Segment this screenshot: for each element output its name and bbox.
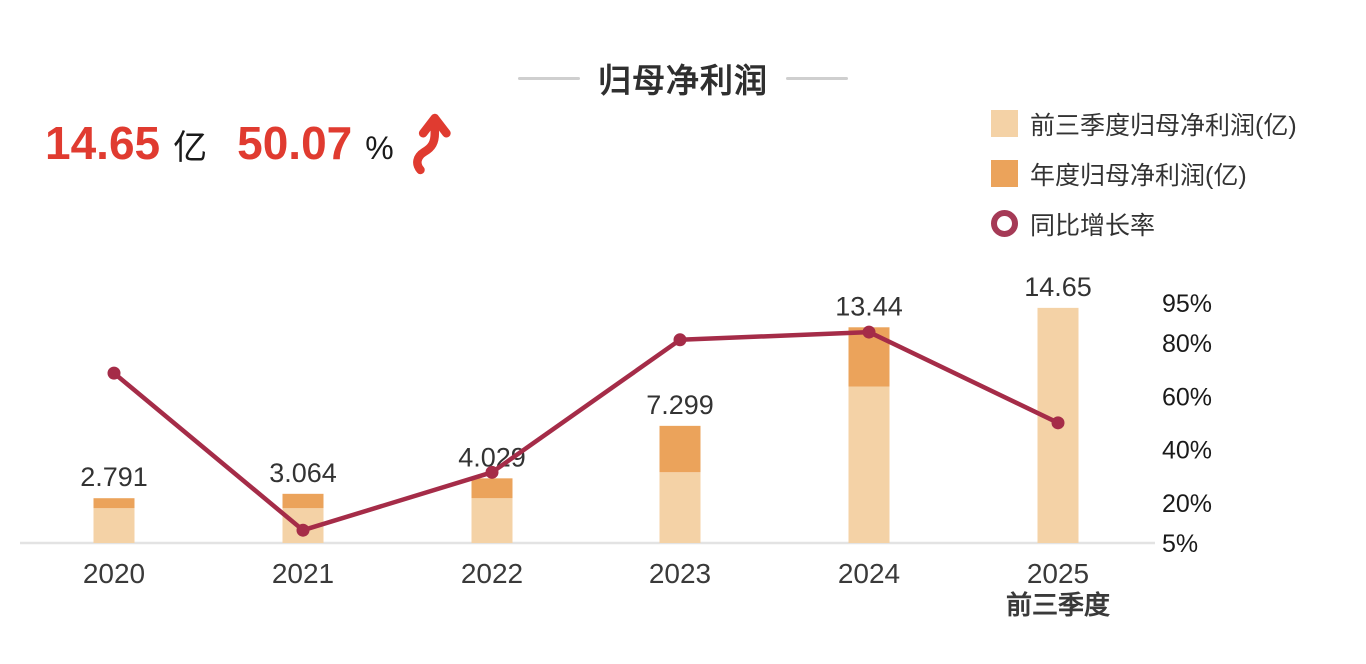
growth-point-2022 xyxy=(485,465,499,479)
bar-annual-2020 xyxy=(93,498,135,509)
legend-item-1: 年度归母净利润(亿) xyxy=(991,159,1297,190)
growth-line xyxy=(111,329,1061,533)
x-axis-label-2023: 2023 xyxy=(649,558,711,589)
bar-value-label-2020: 2.791 xyxy=(80,462,148,492)
page-title: 归母净利润 xyxy=(598,62,768,99)
x-axis-label-2022: 2022 xyxy=(461,558,523,589)
right-axis-tick-95%: 95% xyxy=(1162,290,1212,318)
chart-title-row: 归母净利润 xyxy=(0,58,1366,99)
right-axis-tick-20%: 20% xyxy=(1162,490,1212,518)
growth-point-2021 xyxy=(296,523,310,537)
bar-q3-2022 xyxy=(471,498,513,543)
x-axis-label-2021: 2021 xyxy=(272,558,334,589)
growth-point-2020 xyxy=(107,366,121,380)
bar-q3-2023 xyxy=(659,472,701,543)
growth-value: 50.07 xyxy=(237,117,353,169)
growth-unit: % xyxy=(365,130,394,166)
x-axis-label-2020: 2020 xyxy=(83,558,145,589)
x-axis-label-2024: 2024 xyxy=(838,558,900,589)
bar-q3-2024 xyxy=(848,386,890,543)
up-arrow-icon xyxy=(412,113,451,175)
profit-unit: 亿 xyxy=(173,129,208,167)
title-dash-left xyxy=(518,76,580,80)
growth-point-2025 xyxy=(1051,416,1065,430)
growth-point-2023 xyxy=(673,333,687,347)
legend-item-0: 前三季度归母净利润(亿) xyxy=(991,109,1297,140)
bar-value-label-2023: 7.299 xyxy=(646,390,714,420)
right-axis-tick-5%: 5% xyxy=(1162,530,1198,558)
legend-label: 年度归母净利润(亿) xyxy=(1030,161,1247,190)
x-axis-sublabel-2025: 前三季度 xyxy=(1006,590,1110,620)
headline-stat: 14.65 亿 50.07 % xyxy=(45,113,454,180)
legend-square-icon xyxy=(991,110,1018,137)
title-dash-right xyxy=(786,76,848,80)
bar-value-label-2025: 14.65 xyxy=(1024,272,1092,302)
x-axis-label-2025: 2025 xyxy=(1027,558,1089,589)
legend-label: 同比增长率 xyxy=(1030,211,1156,240)
bar-value-label-2021: 3.064 xyxy=(269,458,337,488)
right-axis-tick-40%: 40% xyxy=(1162,437,1212,465)
right-axis-tick-60%: 60% xyxy=(1162,383,1212,411)
legend-square-icon xyxy=(991,160,1018,187)
bar-annual-2021 xyxy=(282,493,324,509)
bar-annual-2022 xyxy=(471,478,513,499)
legend-item-2: 同比增长率 xyxy=(991,209,1297,240)
bar-annual-2023 xyxy=(659,425,701,473)
profit-value: 14.65 xyxy=(45,117,161,169)
right-axis-tick-80%: 80% xyxy=(1162,330,1212,358)
bar-value-label-2024: 13.44 xyxy=(835,291,903,321)
bar-q3-2020 xyxy=(93,508,135,543)
legend-ring-icon xyxy=(991,210,1018,237)
legend-label: 前三季度归母净利润(亿) xyxy=(1030,111,1297,140)
legend: 前三季度归母净利润(亿) 年度归母净利润(亿) 同比增长率 xyxy=(991,109,1297,240)
growth-point-2024 xyxy=(862,325,876,339)
